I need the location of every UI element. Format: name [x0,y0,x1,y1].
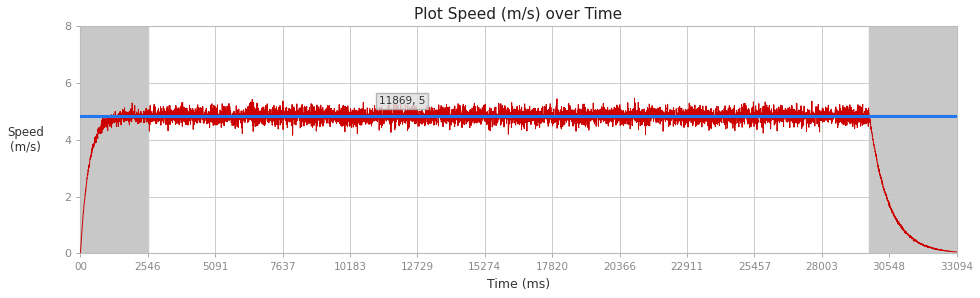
Bar [80,26,148,254]
Title: Plot Speed (m/s) over Time: Plot Speed (m/s) over Time [415,7,622,22]
Text: 11869, 5: 11869, 5 [378,96,425,106]
Y-axis label: Speed
(m/s): Speed (m/s) [7,126,44,154]
Bar [869,26,956,254]
X-axis label: Time (ms): Time (ms) [487,278,550,291]
